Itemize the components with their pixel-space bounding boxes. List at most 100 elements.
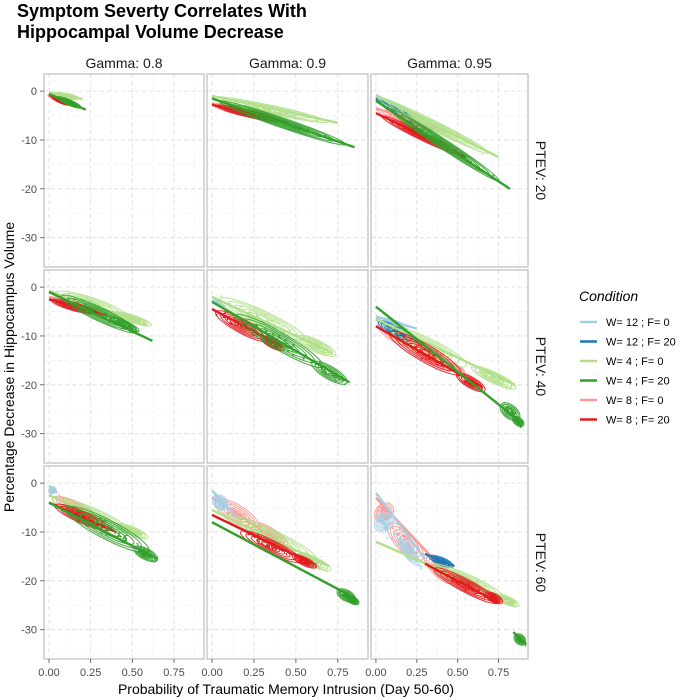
data-point bbox=[214, 497, 217, 500]
panel-marks bbox=[47, 91, 87, 111]
data-point bbox=[62, 498, 64, 500]
row-strip-label: PTEV: 40 bbox=[533, 337, 549, 397]
data-point bbox=[50, 492, 53, 495]
data-point bbox=[255, 324, 258, 327]
data-point bbox=[266, 545, 268, 548]
data-point bbox=[105, 528, 108, 531]
data-point bbox=[265, 330, 268, 332]
data-point bbox=[484, 584, 487, 587]
data-point bbox=[285, 553, 288, 555]
data-point bbox=[311, 339, 313, 342]
data-point bbox=[143, 323, 145, 325]
regression-line bbox=[211, 489, 239, 519]
data-point bbox=[313, 346, 316, 349]
data-point bbox=[410, 342, 413, 345]
data-point bbox=[321, 369, 324, 371]
data-point bbox=[110, 526, 113, 529]
data-point bbox=[107, 527, 110, 530]
facet-panel bbox=[370, 73, 529, 268]
density-contour bbox=[470, 365, 517, 390]
data-point bbox=[326, 570, 328, 572]
data-point bbox=[409, 550, 412, 553]
data-point bbox=[403, 545, 406, 548]
data-point bbox=[256, 314, 258, 317]
density-contour bbox=[48, 486, 57, 495]
x-tick-label: 0.00 bbox=[365, 667, 386, 679]
data-point bbox=[417, 563, 420, 566]
column-strip-label: Gamma: 0.9 bbox=[249, 55, 326, 71]
data-point bbox=[492, 376, 494, 379]
data-point bbox=[378, 504, 381, 507]
data-point bbox=[420, 345, 422, 348]
data-point bbox=[135, 316, 138, 319]
legend-label: W= 4 ; F= 20 bbox=[606, 376, 670, 388]
data-point bbox=[328, 372, 330, 375]
data-point bbox=[257, 533, 260, 536]
data-point bbox=[516, 638, 518, 641]
data-point bbox=[410, 550, 413, 553]
data-point bbox=[103, 519, 106, 522]
panel-marks bbox=[211, 94, 355, 149]
data-point bbox=[274, 548, 277, 550]
y-tick-label: -20 bbox=[21, 380, 37, 392]
data-point bbox=[379, 516, 382, 518]
data-point bbox=[110, 317, 113, 320]
data-point bbox=[435, 363, 438, 366]
regression-line bbox=[48, 92, 87, 111]
data-point bbox=[344, 383, 347, 386]
data-point bbox=[278, 335, 280, 338]
regression-line bbox=[374, 492, 426, 560]
data-point bbox=[106, 316, 109, 318]
regression-line bbox=[375, 305, 524, 425]
data-point bbox=[432, 120, 434, 123]
data-point bbox=[220, 503, 223, 506]
data-point bbox=[386, 536, 389, 539]
data-point bbox=[136, 542, 139, 545]
data-point bbox=[519, 423, 522, 426]
data-point bbox=[341, 379, 344, 382]
data-point bbox=[279, 118, 282, 121]
data-point bbox=[502, 404, 505, 407]
data-point bbox=[417, 124, 420, 127]
panel-border bbox=[43, 269, 205, 464]
data-point bbox=[376, 506, 379, 509]
data-point bbox=[498, 379, 500, 382]
panel-marks bbox=[211, 489, 360, 606]
data-point bbox=[234, 324, 236, 327]
data-point bbox=[278, 548, 281, 551]
data-point bbox=[271, 333, 274, 336]
data-point bbox=[408, 339, 411, 342]
data-point bbox=[255, 307, 258, 310]
data-point bbox=[330, 373, 333, 375]
data-point bbox=[510, 602, 512, 605]
x-axis-label: Probability of Traumatic Memory Intrusio… bbox=[118, 681, 454, 697]
y-tick-label: -20 bbox=[21, 184, 37, 196]
data-point bbox=[258, 540, 261, 543]
data-point bbox=[299, 125, 302, 128]
data-point bbox=[514, 412, 517, 415]
data-point bbox=[64, 305, 67, 308]
data-point bbox=[398, 537, 401, 540]
data-point bbox=[393, 533, 396, 536]
data-point bbox=[298, 559, 301, 561]
data-point bbox=[299, 561, 302, 564]
regression-line bbox=[211, 521, 356, 599]
data-point bbox=[375, 513, 378, 516]
data-point bbox=[354, 600, 357, 603]
data-point bbox=[321, 351, 324, 354]
x-tick-label: 0.00 bbox=[201, 667, 222, 679]
facet-panel bbox=[43, 73, 205, 268]
data-point bbox=[484, 375, 487, 378]
data-point bbox=[495, 379, 498, 382]
data-point bbox=[255, 313, 258, 316]
x-tick-label: 0.75 bbox=[488, 667, 509, 679]
data-point bbox=[122, 537, 125, 540]
density-contour bbox=[80, 514, 135, 545]
data-point bbox=[100, 526, 102, 529]
data-point bbox=[505, 406, 507, 409]
data-point bbox=[422, 348, 425, 351]
data-point bbox=[332, 353, 335, 356]
panel-background bbox=[44, 466, 204, 659]
data-point bbox=[99, 517, 102, 520]
data-point bbox=[339, 593, 342, 596]
